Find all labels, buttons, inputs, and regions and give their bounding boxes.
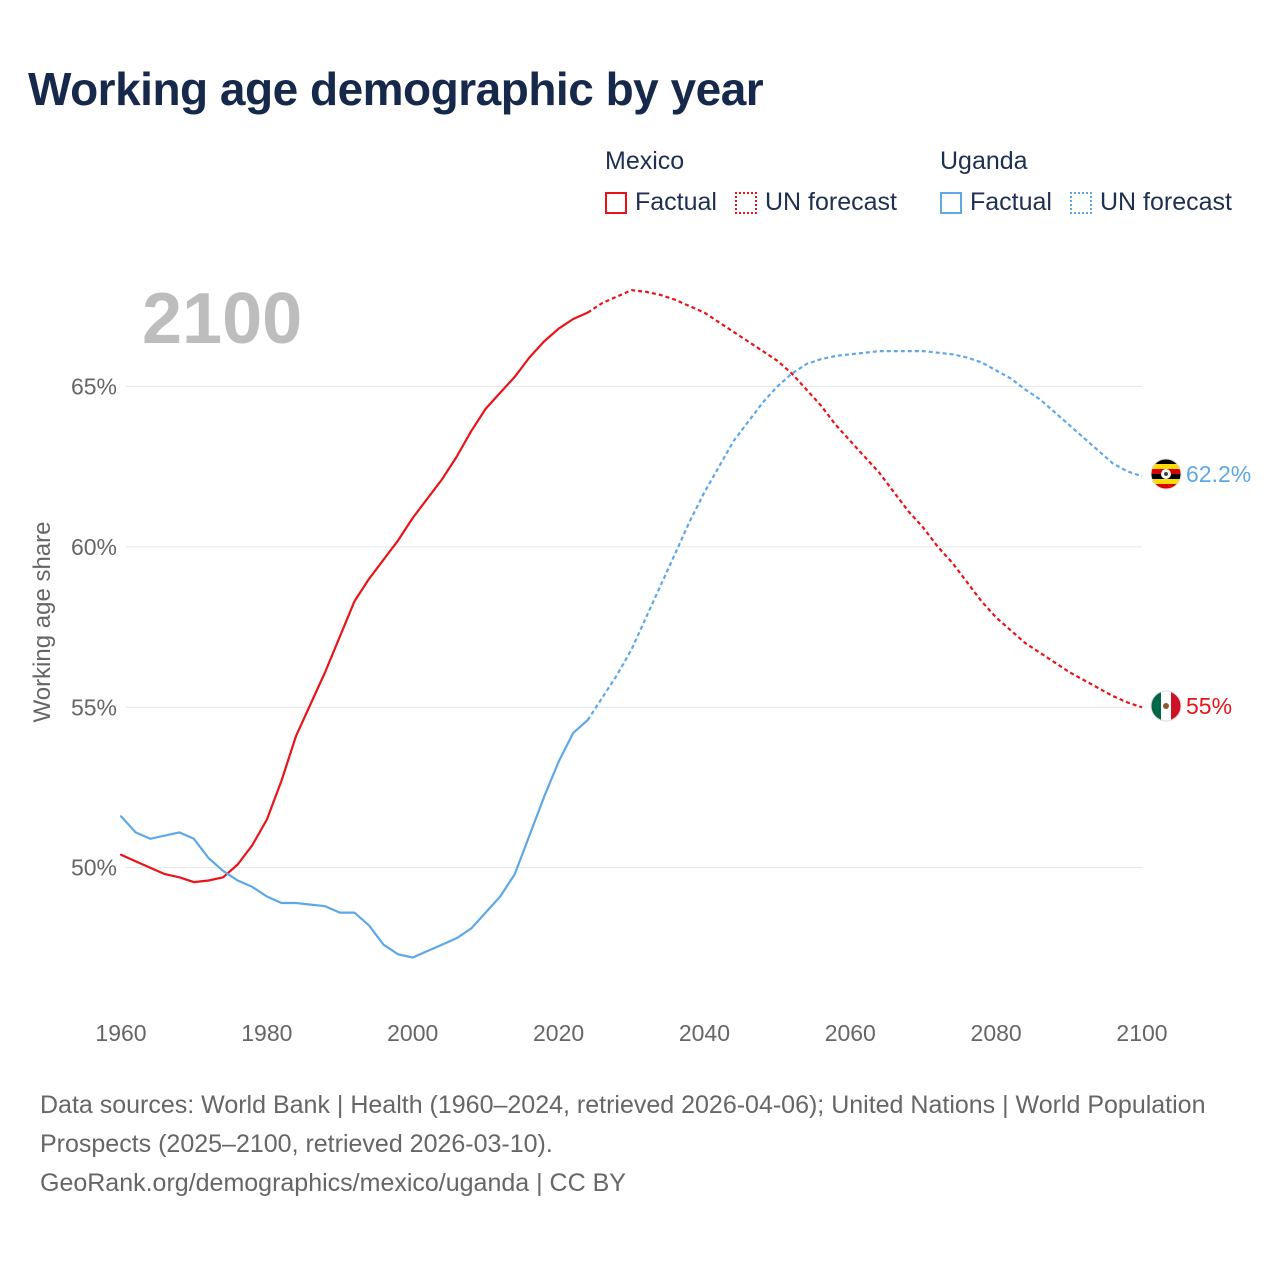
legend-item-mexico-factual[interactable]: Factual — [605, 188, 717, 217]
legend-group-mexico: Mexico Factual UN forecast — [605, 146, 915, 217]
series-lines — [119, 289, 1143, 959]
footer-url: GeoRank.org/demographics/mexico/uganda |… — [40, 1169, 626, 1197]
series-line-mexico-factual[interactable] — [119, 311, 589, 884]
legend-item-mexico-forecast[interactable]: UN forecast — [734, 188, 897, 217]
line-chart: 2100 50% 55% 60% 65% 1960 1980 2000 2020 2040 20… — [29, 279, 1251, 1046]
y-tick-label: 65% — [71, 373, 117, 399]
legend-label-uganda-forecast: UN forecast — [1099, 188, 1232, 216]
legend-label-mexico-factual: Factual — [635, 188, 717, 216]
y-tick-label: 55% — [71, 694, 117, 720]
y-axis-ticks: 50% 55% 60% 65% — [71, 373, 117, 880]
uganda-flag-icon — [1150, 458, 1182, 490]
x-tick-label: 2020 — [533, 1020, 584, 1046]
x-tick-label: 2100 — [1116, 1020, 1167, 1046]
x-axis-ticks: 1960 1980 2000 2020 2040 2060 2080 2100 — [95, 1020, 1167, 1046]
end-label-uganda: 62.2% — [1186, 461, 1251, 487]
series-line-mexico-forecast[interactable] — [587, 289, 1143, 709]
legend-item-uganda-factual[interactable]: Factual — [940, 188, 1052, 217]
legend-label-mexico-forecast: UN forecast — [764, 188, 897, 216]
end-label-mexico: 55% — [1186, 693, 1232, 719]
series-line-uganda-factual[interactable] — [119, 718, 589, 959]
current-year-label: 2100 — [142, 279, 302, 359]
x-tick-label: 2000 — [387, 1020, 438, 1046]
legend-group-name-mexico: Mexico — [605, 147, 685, 175]
grid-lines — [126, 385, 1142, 869]
footer-sources: Data sources: World Bank | Health (1960–… — [40, 1091, 1206, 1158]
legend-swatch-uganda-factual — [940, 191, 962, 214]
x-tick-label: 1980 — [241, 1020, 292, 1046]
legend-group-uganda: Uganda Factual UN forecast — [940, 146, 1250, 217]
legend-swatch-mexico-factual — [605, 191, 627, 214]
mexico-flag-icon — [1150, 690, 1182, 722]
y-axis-label: Working age share — [29, 522, 56, 723]
legend-group-name-uganda: Uganda — [940, 147, 1028, 175]
y-tick-label: 60% — [71, 534, 117, 560]
chart-title: Working age demographic by year — [28, 63, 764, 115]
y-tick-label: 50% — [71, 855, 117, 881]
legend-swatch-uganda-forecast — [1069, 191, 1092, 214]
x-tick-label: 2040 — [679, 1020, 730, 1046]
legend-label-uganda-factual: Factual — [970, 188, 1052, 216]
x-tick-label: 2060 — [825, 1020, 876, 1046]
series-line-uganda-forecast[interactable] — [586, 350, 1143, 721]
legend-swatch-mexico-forecast — [734, 191, 757, 214]
x-tick-label: 2080 — [971, 1020, 1022, 1046]
x-tick-label: 1960 — [95, 1020, 146, 1046]
footer: Data sources: World Bank | Health (1960–… — [40, 1086, 1220, 1203]
legend-item-uganda-forecast[interactable]: UN forecast — [1069, 188, 1232, 217]
